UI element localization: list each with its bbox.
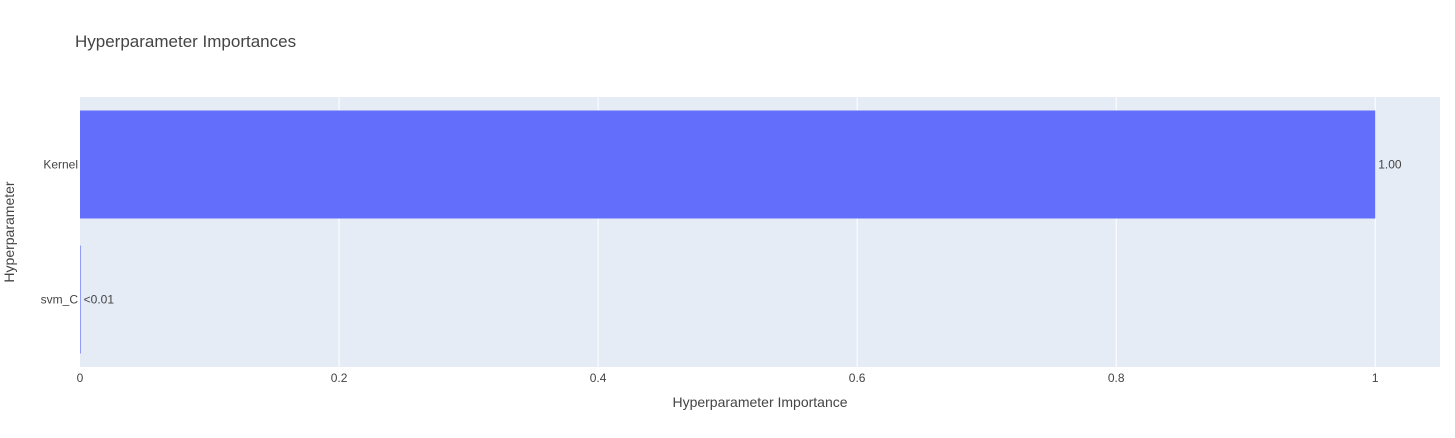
bar — [80, 245, 81, 354]
x-tick-label: 0.8 — [1108, 371, 1125, 385]
bar-data-label: 1.00 — [1378, 158, 1402, 172]
x-tick-label: 1 — [1372, 371, 1379, 385]
x-tick-label: 0.6 — [849, 371, 866, 385]
y-axis-title: Hyperparameter — [1, 181, 17, 282]
x-tick-label: 0.4 — [590, 371, 607, 385]
y-tick-label: Kernel — [43, 158, 78, 172]
bars — [80, 110, 1376, 354]
y-tick-label: svm_C — [41, 293, 79, 307]
data-labels: <0.01 1.00 — [84, 158, 1402, 307]
bar-data-label: <0.01 — [84, 293, 115, 307]
x-tick-label: 0.2 — [331, 371, 348, 385]
chart-title: Hyperparameter Importances — [75, 32, 296, 51]
x-tick-label: 0 — [77, 371, 84, 385]
x-axis-title: Hyperparameter Importance — [672, 394, 847, 410]
x-tick-labels: 0 0.2 0.4 0.6 0.8 1 — [77, 371, 1379, 385]
y-tick-labels: svm_C Kernel — [41, 158, 79, 307]
bar — [80, 110, 1376, 219]
